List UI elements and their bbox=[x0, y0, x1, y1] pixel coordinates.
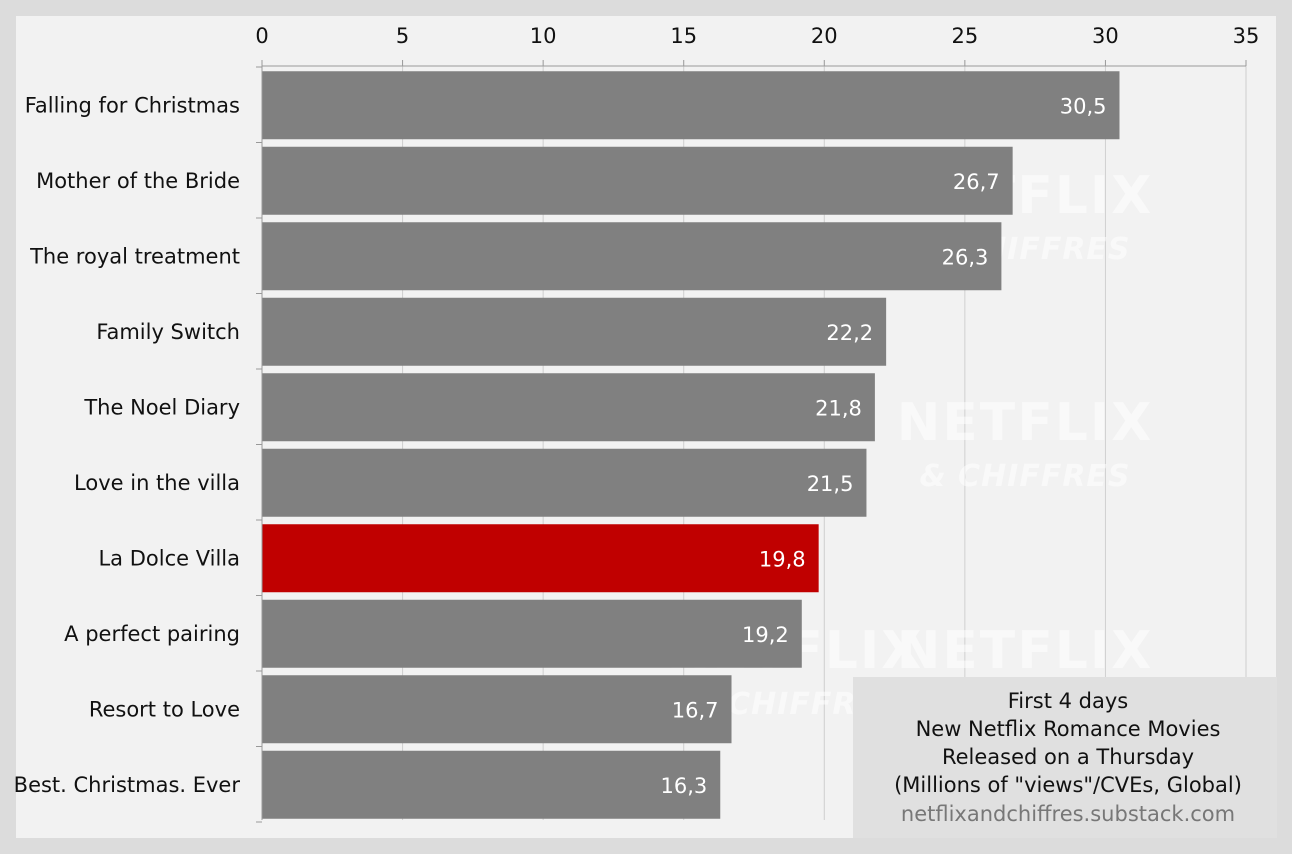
info-url: netflixandchiffres.substack.com bbox=[901, 802, 1235, 826]
info-box: First 4 days New Netflix Romance Movies … bbox=[853, 677, 1277, 838]
bar-8 bbox=[262, 675, 732, 744]
value-label-3: 22,2 bbox=[826, 321, 873, 345]
category-label-9: Best. Christmas. Ever bbox=[14, 773, 241, 797]
value-label-8: 16,7 bbox=[672, 698, 719, 722]
value-label-0: 30,5 bbox=[1060, 94, 1107, 118]
category-label-1: Mother of the Bride bbox=[36, 169, 240, 193]
value-label-1: 26,7 bbox=[953, 170, 1000, 194]
watermark-logo-1: NETFLIX bbox=[897, 393, 1154, 453]
category-label-8: Resort to Love bbox=[89, 697, 240, 721]
x-tick-label-4: 20 bbox=[811, 24, 838, 48]
category-labels: Falling for Christmas Mother of the Bride… bbox=[14, 93, 241, 797]
x-tick-label-6: 30 bbox=[1092, 24, 1119, 48]
category-label-5: Love in the villa bbox=[74, 471, 240, 495]
value-label-2: 26,3 bbox=[942, 245, 989, 269]
bar-4 bbox=[262, 373, 875, 442]
x-tick-label-3: 15 bbox=[670, 24, 697, 48]
bar-9 bbox=[262, 750, 721, 819]
bar-7 bbox=[262, 599, 802, 668]
bar-3 bbox=[262, 297, 887, 366]
info-line-4: (Millions of "views"/CVEs, Global) bbox=[894, 773, 1242, 797]
bar-1 bbox=[262, 146, 1013, 215]
value-label-7: 19,2 bbox=[742, 623, 789, 647]
category-label-4: The Noel Diary bbox=[83, 395, 240, 419]
value-label-5: 21,5 bbox=[807, 472, 854, 496]
x-axis: 0 5 10 15 20 25 30 35 bbox=[255, 24, 1260, 823]
watermark-sub-1: & CHIFFRES bbox=[919, 459, 1130, 494]
category-label-7: A perfect pairing bbox=[64, 622, 240, 646]
x-tick-label-1: 5 bbox=[396, 24, 409, 48]
value-label-6: 19,8 bbox=[759, 547, 806, 571]
bar-0 bbox=[262, 71, 1120, 140]
x-tick-label-5: 25 bbox=[951, 24, 978, 48]
x-tick-label-2: 10 bbox=[530, 24, 557, 48]
bars: 30,5 26,7 26,3 22,2 21,8 21,5 19,8 19,2 16,7 16,3 bbox=[262, 71, 1120, 819]
watermark-logo-2: NETFLIX bbox=[897, 621, 1154, 681]
bar-6 bbox=[262, 524, 819, 593]
bar-5 bbox=[262, 448, 867, 517]
category-label-0: Falling for Christmas bbox=[25, 93, 240, 117]
category-label-2: The royal treatment bbox=[29, 244, 240, 268]
category-label-6: La Dolce Villa bbox=[98, 546, 240, 570]
value-label-9: 16,3 bbox=[660, 774, 707, 798]
category-label-3: Family Switch bbox=[96, 320, 240, 344]
value-label-4: 21,8 bbox=[815, 396, 862, 420]
info-box-background bbox=[853, 677, 1277, 838]
info-line-1: First 4 days bbox=[1008, 689, 1128, 713]
bar-2 bbox=[262, 222, 1002, 291]
x-tick-label-0: 0 bbox=[255, 24, 268, 48]
info-line-2: New Netflix Romance Movies bbox=[916, 717, 1221, 741]
info-line-3: Released on a Thursday bbox=[942, 745, 1194, 769]
x-tick-label-7: 35 bbox=[1233, 24, 1260, 48]
